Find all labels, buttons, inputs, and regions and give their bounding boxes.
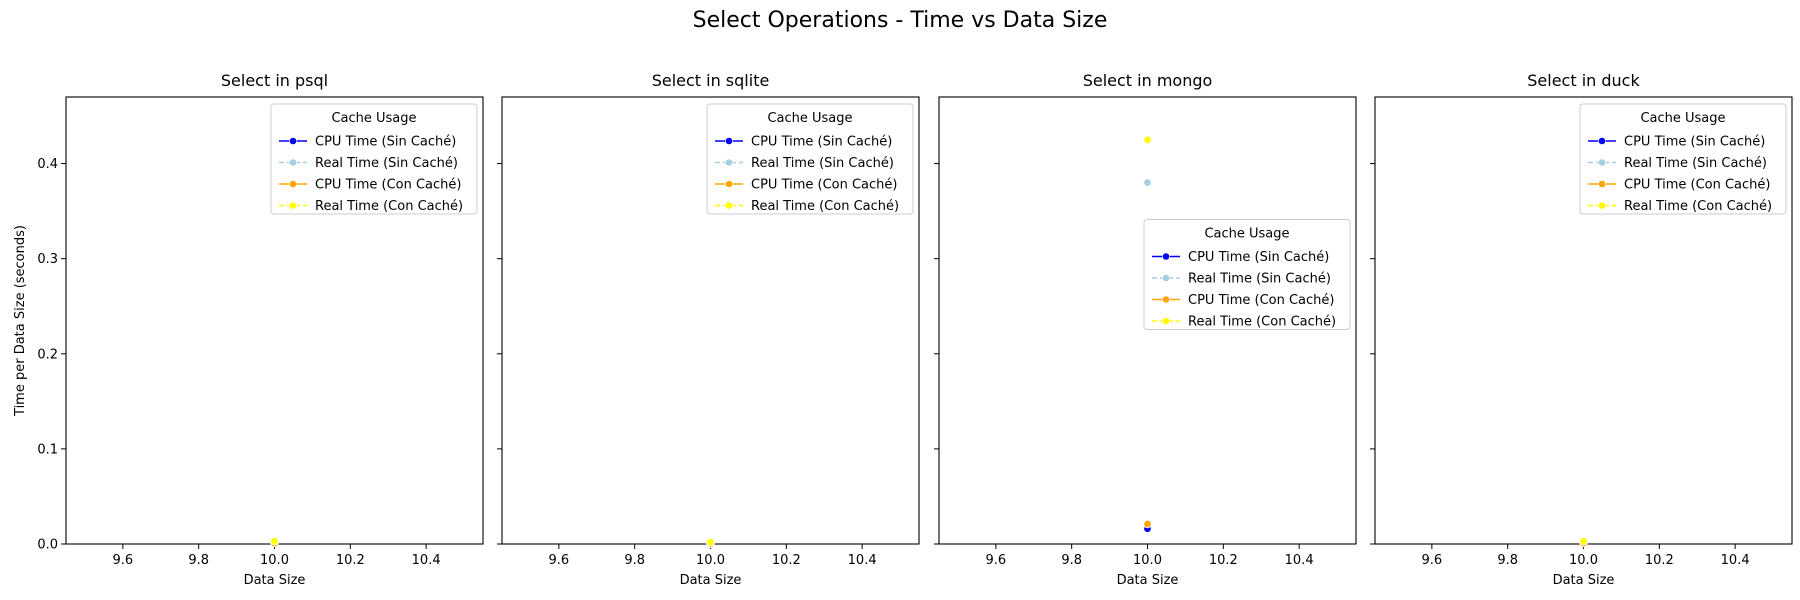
panel-title: Select in duck — [1527, 71, 1640, 90]
legend-marker — [289, 158, 297, 167]
x-tick-label: 10.4 — [1721, 553, 1750, 568]
y-tick-label: 0.4 — [37, 157, 58, 172]
data-point-series-2 — [1143, 178, 1152, 187]
legend-title: Cache Usage — [767, 111, 852, 126]
legend: Cache Usage CPU Time (Sin Caché) Real Time… — [706, 103, 914, 215]
x-tick-label: 9.6 — [1422, 553, 1443, 568]
panel-1: Select in psql 9.6 9.8 10.0 10.2 10.4 0.0 0.1 0.… — [13, 71, 484, 588]
panel-4: Select in duck 9.6 9.8 10.0 10.2 10.4 Data Siz… — [1370, 71, 1793, 588]
x-tick-label: 9.8 — [624, 553, 645, 568]
x-tick-label: 10.4 — [412, 553, 441, 568]
legend: Cache Usage CPU Time (Sin Caché) Real Time… — [270, 103, 478, 215]
y-tick-label: 0.3 — [37, 252, 58, 267]
x-tick-label: 10.4 — [1285, 553, 1314, 568]
x-axis-label: Data Size — [680, 573, 742, 588]
legend-label: Real Time (Con Caché) — [315, 199, 463, 214]
data-point-series-4 — [1579, 536, 1588, 546]
legend-marker — [289, 137, 297, 145]
x-tick-label: 10.0 — [260, 553, 289, 568]
x-tick-label: 10.0 — [696, 553, 725, 568]
legend-label: CPU Time (Sin Caché) — [751, 135, 892, 150]
legend-marker — [1598, 201, 1606, 210]
legend-label: CPU Time (Sin Caché) — [315, 135, 456, 150]
panel-3: Select in mongo 9.6 9.8 10.0 10.2 10.4 Data Si… — [934, 71, 1357, 588]
legend-box — [1579, 103, 1787, 215]
figure-title: Select Operations - Time vs Data Size — [692, 8, 1108, 33]
y-axis-label: Time per Data Size (seconds) — [13, 225, 28, 417]
legend-label: Real Time (Con Caché) — [1188, 315, 1336, 330]
x-tick-label: 9.6 — [549, 553, 570, 568]
legend-label: CPU Time (Sin Caché) — [1188, 250, 1329, 265]
legend-marker — [1162, 274, 1170, 282]
legend-label: Real Time (Sin Caché) — [315, 156, 458, 171]
data-point-series-4 — [1143, 135, 1152, 144]
x-tick-label: 9.8 — [188, 553, 209, 568]
x-tick-label: 10.2 — [336, 553, 365, 568]
legend-title: Cache Usage — [1640, 111, 1725, 126]
panel-title: Select in sqlite — [652, 71, 770, 90]
legend-marker — [1162, 252, 1170, 261]
legend-label: CPU Time (Con Caché) — [1624, 178, 1771, 193]
legend-marker — [289, 180, 297, 188]
legend-box — [706, 103, 914, 215]
legend-label: Real Time (Sin Caché) — [1624, 156, 1767, 171]
panel-title: Select in mongo — [1083, 71, 1213, 90]
x-axis-label: Data Size — [244, 573, 306, 588]
x-tick-label: 9.6 — [986, 553, 1007, 568]
x-tick-label: 10.0 — [1133, 553, 1162, 568]
legend-label: CPU Time (Con Caché) — [315, 178, 462, 193]
x-axis-label: Data Size — [1117, 573, 1179, 588]
legend-label: CPU Time (Sin Caché) — [1624, 135, 1765, 150]
legend-box — [270, 103, 478, 215]
legend-marker — [1162, 317, 1170, 325]
data-point-series-4 — [270, 536, 279, 546]
legend: Cache Usage CPU Time (Sin Caché) Real Time… — [1579, 103, 1787, 215]
y-tick-label: 0.0 — [37, 538, 58, 553]
legend-title: Cache Usage — [1204, 227, 1289, 242]
legend-marker — [289, 201, 297, 210]
x-tick-label: 9.6 — [113, 553, 134, 568]
legend-label: Real Time (Con Caché) — [751, 199, 899, 214]
legend-marker — [725, 201, 733, 210]
data-point-series-3 — [1143, 519, 1152, 529]
x-tick-label: 10.2 — [1209, 553, 1238, 568]
x-tick-label: 9.8 — [1061, 553, 1082, 568]
legend-marker — [1162, 295, 1170, 304]
legend-marker — [1598, 180, 1606, 188]
data-point-series-4 — [706, 537, 715, 547]
legend-label: CPU Time (Con Caché) — [1188, 293, 1335, 308]
legend-label: Real Time (Sin Caché) — [751, 156, 894, 171]
y-tick-label: 0.1 — [37, 442, 58, 457]
x-tick-label: 10.2 — [1645, 553, 1674, 568]
x-tick-label: 9.8 — [1497, 553, 1518, 568]
panel-title: Select in psql — [221, 71, 328, 90]
legend: Cache Usage CPU Time (Sin Caché) Real Time… — [1143, 219, 1351, 330]
legend-label: Real Time (Sin Caché) — [1188, 272, 1331, 287]
x-tick-label: 10.4 — [848, 553, 877, 568]
panel-2: Select in sqlite 9.6 9.8 10.0 10.2 10.4 Data S… — [497, 71, 920, 588]
x-tick-label: 10.2 — [772, 553, 801, 568]
legend-marker — [725, 137, 733, 145]
y-tick-label: 0.2 — [37, 347, 58, 362]
legend-label: Real Time (Con Caché) — [1624, 199, 1772, 214]
legend-label: CPU Time (Con Caché) — [751, 178, 898, 193]
x-tick-label: 10.0 — [1569, 553, 1598, 568]
legend-marker — [725, 180, 733, 188]
x-axis-label: Data Size — [1553, 573, 1615, 588]
legend-marker — [1598, 158, 1606, 167]
legend-marker — [1598, 137, 1606, 145]
legend-title: Cache Usage — [331, 111, 416, 126]
legend-marker — [725, 158, 733, 167]
legend-box — [1143, 219, 1351, 330]
